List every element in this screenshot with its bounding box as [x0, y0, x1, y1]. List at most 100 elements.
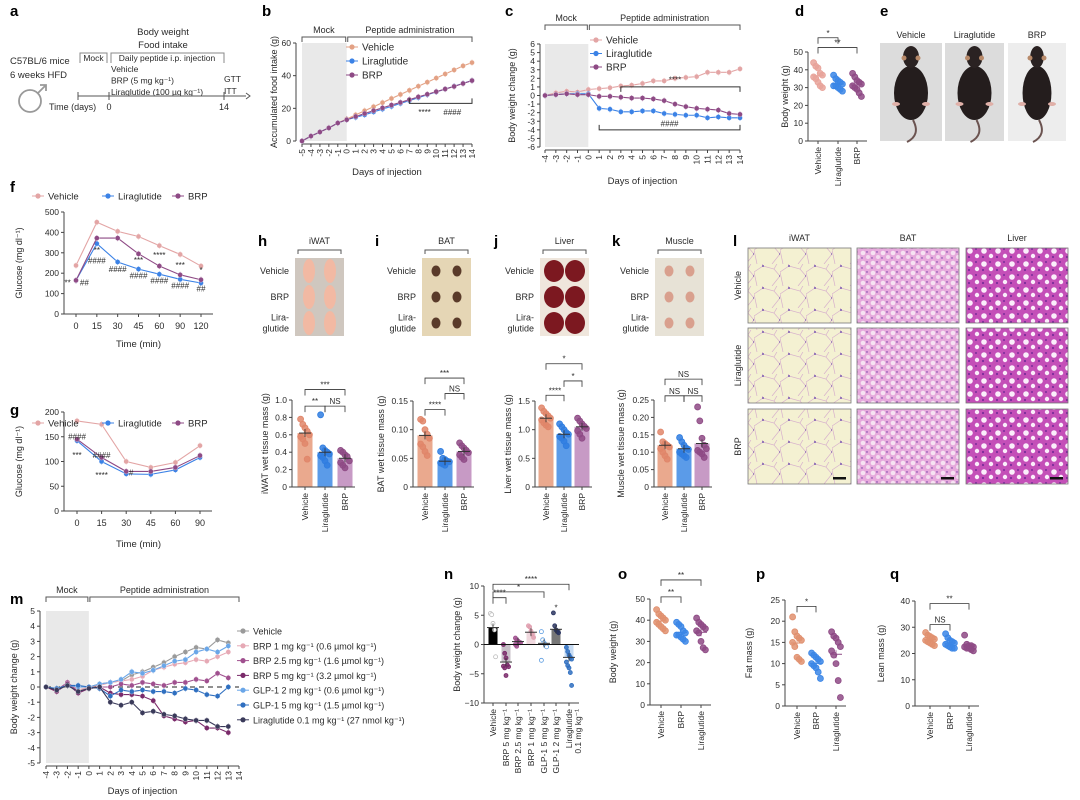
injection-bracket [110, 52, 225, 63]
data-point [469, 59, 475, 66]
x-tick-label: 6 [395, 149, 405, 154]
category-label: Liraglutide [564, 709, 574, 748]
data-point [139, 710, 146, 716]
x-tick-label: 9 [180, 771, 190, 776]
y-tick-label: 0 [798, 136, 803, 146]
y-tick-label: 5 [30, 606, 35, 616]
y-tick-label: 60 [282, 38, 292, 48]
histology-row-label: Liraglutide [733, 345, 743, 387]
significance-label: ** [678, 571, 684, 580]
data-point [161, 711, 167, 718]
data-point [544, 423, 552, 431]
data-point [172, 459, 179, 466]
data-point [129, 688, 135, 695]
x-tick-label: 9 [681, 155, 691, 160]
legend-marker [593, 50, 599, 57]
significance-label: #### [130, 271, 148, 280]
group-2 [456, 439, 472, 487]
data-point [139, 679, 146, 686]
significance-label: NS [669, 387, 680, 396]
panel-h-chart: 0 0.2 0.4 0.6 0.8 1.0 iWAT wet tissue mass (g)… [260, 381, 355, 532]
panel-letter-j: j [493, 233, 498, 250]
legend-item: GLP-1 5 mg kg⁻¹ (1.5 µmol kg⁻¹) [237, 701, 384, 711]
data-point [129, 676, 135, 683]
phase-bracket [301, 36, 347, 42]
group-1 [500, 642, 512, 678]
mouse-tail [1032, 119, 1043, 143]
y-tick-label: 0 [640, 700, 645, 710]
panel-letter-e: e [880, 3, 888, 20]
y-tick-label: 0.5 [518, 453, 530, 463]
data-point [115, 235, 121, 241]
x-tick-label: -4 [306, 149, 316, 157]
significance-bracket [545, 363, 583, 370]
data-point [650, 108, 656, 114]
data-point [139, 687, 146, 693]
data-point [702, 646, 709, 654]
data-point [639, 95, 646, 101]
data-point [197, 443, 203, 449]
x-tick-label: 30 [113, 321, 123, 331]
y-tick-label: -3 [527, 116, 535, 126]
data-point [464, 449, 472, 457]
legend-item: BRP 2.5 mg kg⁻¹ (1.6 µmol kg⁻¹) [237, 656, 384, 666]
group-2 [849, 69, 865, 100]
data-point [618, 109, 624, 115]
y-axis-label: Body weight (g) [608, 621, 618, 684]
data-point [493, 654, 499, 660]
group-2 [512, 635, 524, 649]
series-brp [73, 235, 204, 284]
y-tick-label: 300 [45, 248, 59, 258]
x-tick-label: 1 [594, 155, 604, 160]
data-point [161, 682, 167, 689]
data-point [858, 80, 865, 88]
x-tick-label: 2 [605, 155, 615, 160]
data-point [662, 627, 669, 635]
data-point [123, 468, 129, 475]
panel-letter-p: p [756, 566, 765, 583]
legend-label: Liraglutide [606, 49, 653, 60]
data-point [789, 613, 796, 621]
data-point [193, 656, 199, 663]
y-axis-label: Muscle wet tissue mass (g) [616, 389, 626, 498]
data-point [567, 670, 573, 675]
phase-label: Peptide administration [365, 25, 454, 35]
group-0 [922, 629, 938, 650]
data-point [96, 684, 103, 690]
data-point [54, 687, 60, 693]
y-tick-label: 10 [794, 118, 804, 128]
panel-letter-m: m [10, 591, 23, 608]
x-tick-label: 14 [467, 149, 477, 159]
significance-label: ## [197, 285, 206, 294]
x-tick-label: 45 [146, 518, 156, 528]
data-point [460, 80, 466, 87]
significance-label: #### [171, 282, 189, 291]
category-label: Vehicle [541, 493, 551, 521]
panel-letter-q: q [890, 566, 899, 583]
y-tick-label: -6 [527, 142, 535, 152]
data-point [415, 83, 421, 89]
legend-item: BRP [172, 419, 208, 430]
category-label: Liraglutide [696, 711, 706, 750]
significance-label: *** [320, 381, 329, 390]
y-tick-label: −10 [465, 698, 480, 708]
organ-sample [664, 291, 674, 303]
y-tick-label: -1 [27, 697, 35, 707]
y-tick-label: 5 [775, 680, 780, 690]
data-point [193, 649, 199, 655]
significance-label: #### [93, 451, 111, 460]
data-point [64, 682, 71, 689]
legend-item: Liraglutide [590, 49, 653, 60]
data-point [694, 73, 700, 80]
data-point [303, 455, 311, 463]
organ-row-label: BRP [397, 292, 416, 302]
data-point [204, 725, 210, 731]
y-tick-label: 25 [771, 595, 781, 605]
data-point [502, 665, 508, 671]
y-tick-label: 30 [794, 83, 804, 93]
data-point [182, 649, 189, 655]
group-1 [673, 618, 689, 645]
x-axis-label: Days of injection [608, 176, 678, 187]
data-point [663, 455, 671, 463]
